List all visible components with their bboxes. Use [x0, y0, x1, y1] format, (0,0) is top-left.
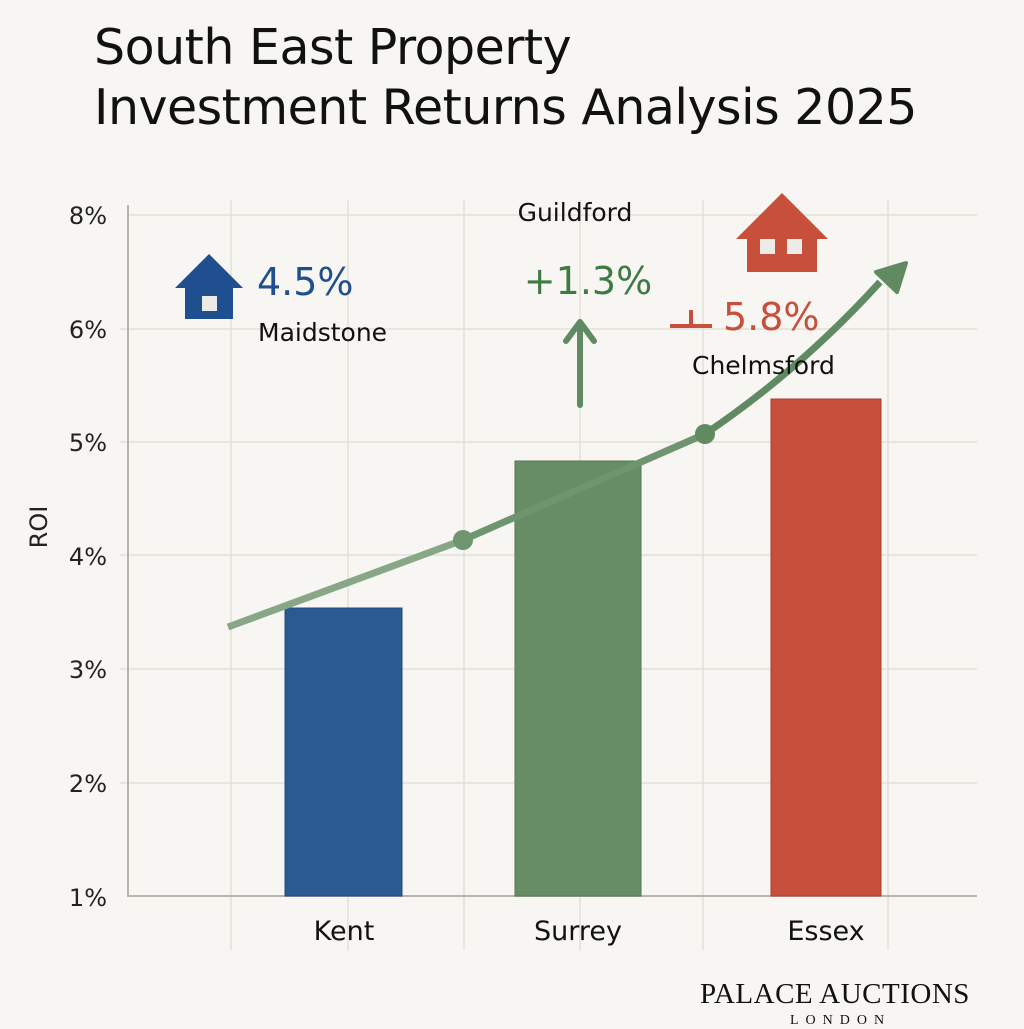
x-tick-surrey: Surrey — [534, 916, 622, 947]
brand-logo: PALACE AUCTIONS — [700, 978, 970, 1010]
house-icon — [736, 193, 828, 272]
bar-surrey[interactable] — [514, 460, 642, 897]
bar-essex[interactable] — [770, 398, 882, 897]
up-arrow-icon — [563, 319, 597, 408]
y-tick-3: 3% — [69, 656, 107, 684]
annotation-value-maidstone: 4.5% — [257, 260, 354, 304]
x-tick-kent: Kent — [314, 916, 375, 947]
x-tick-essex: Essex — [787, 916, 864, 947]
y-tick-labels: 8% 6% 5% 4% 3% 2% 1% — [69, 202, 107, 912]
annotation-city-guildford: Guildford — [518, 198, 633, 227]
trend-line — [226, 261, 908, 631]
chart-title: South East Property Investment Returns A… — [94, 18, 917, 138]
trend-point-2 — [695, 424, 715, 444]
y-tick-8: 8% — [69, 202, 107, 230]
trend-arrowhead-icon — [874, 261, 908, 294]
brand-sublabel: LONDON — [790, 1013, 892, 1028]
annotation-value-chelmsford: 5.8% — [723, 295, 820, 339]
tack-icon — [670, 310, 712, 328]
y-tick-2: 2% — [69, 770, 107, 798]
y-tick-4: 4% — [69, 543, 107, 571]
bar-kent[interactable] — [284, 607, 403, 897]
annotation-guildford: Guildford +1.3% — [518, 198, 652, 408]
chart-title-line-2: Investment Returns Analysis 2025 — [94, 79, 917, 136]
y-tick-1: 1% — [69, 884, 107, 912]
annotation-city-maidstone: Maidstone — [258, 318, 387, 347]
y-axis-label: ROI — [25, 506, 53, 549]
house-icon — [175, 254, 243, 319]
trend-point-1 — [453, 530, 473, 550]
annotation-value-guildford: +1.3% — [524, 259, 652, 303]
chart-title-line-1: South East Property — [94, 19, 572, 76]
annotation-chelmsford: 5.8% Chelmsford — [670, 193, 835, 380]
y-tick-6: 6% — [69, 316, 107, 344]
annotation-maidstone: 4.5% Maidstone — [175, 254, 387, 347]
annotation-city-chelmsford: Chelmsford — [692, 351, 835, 380]
y-tick-5: 5% — [69, 429, 107, 457]
